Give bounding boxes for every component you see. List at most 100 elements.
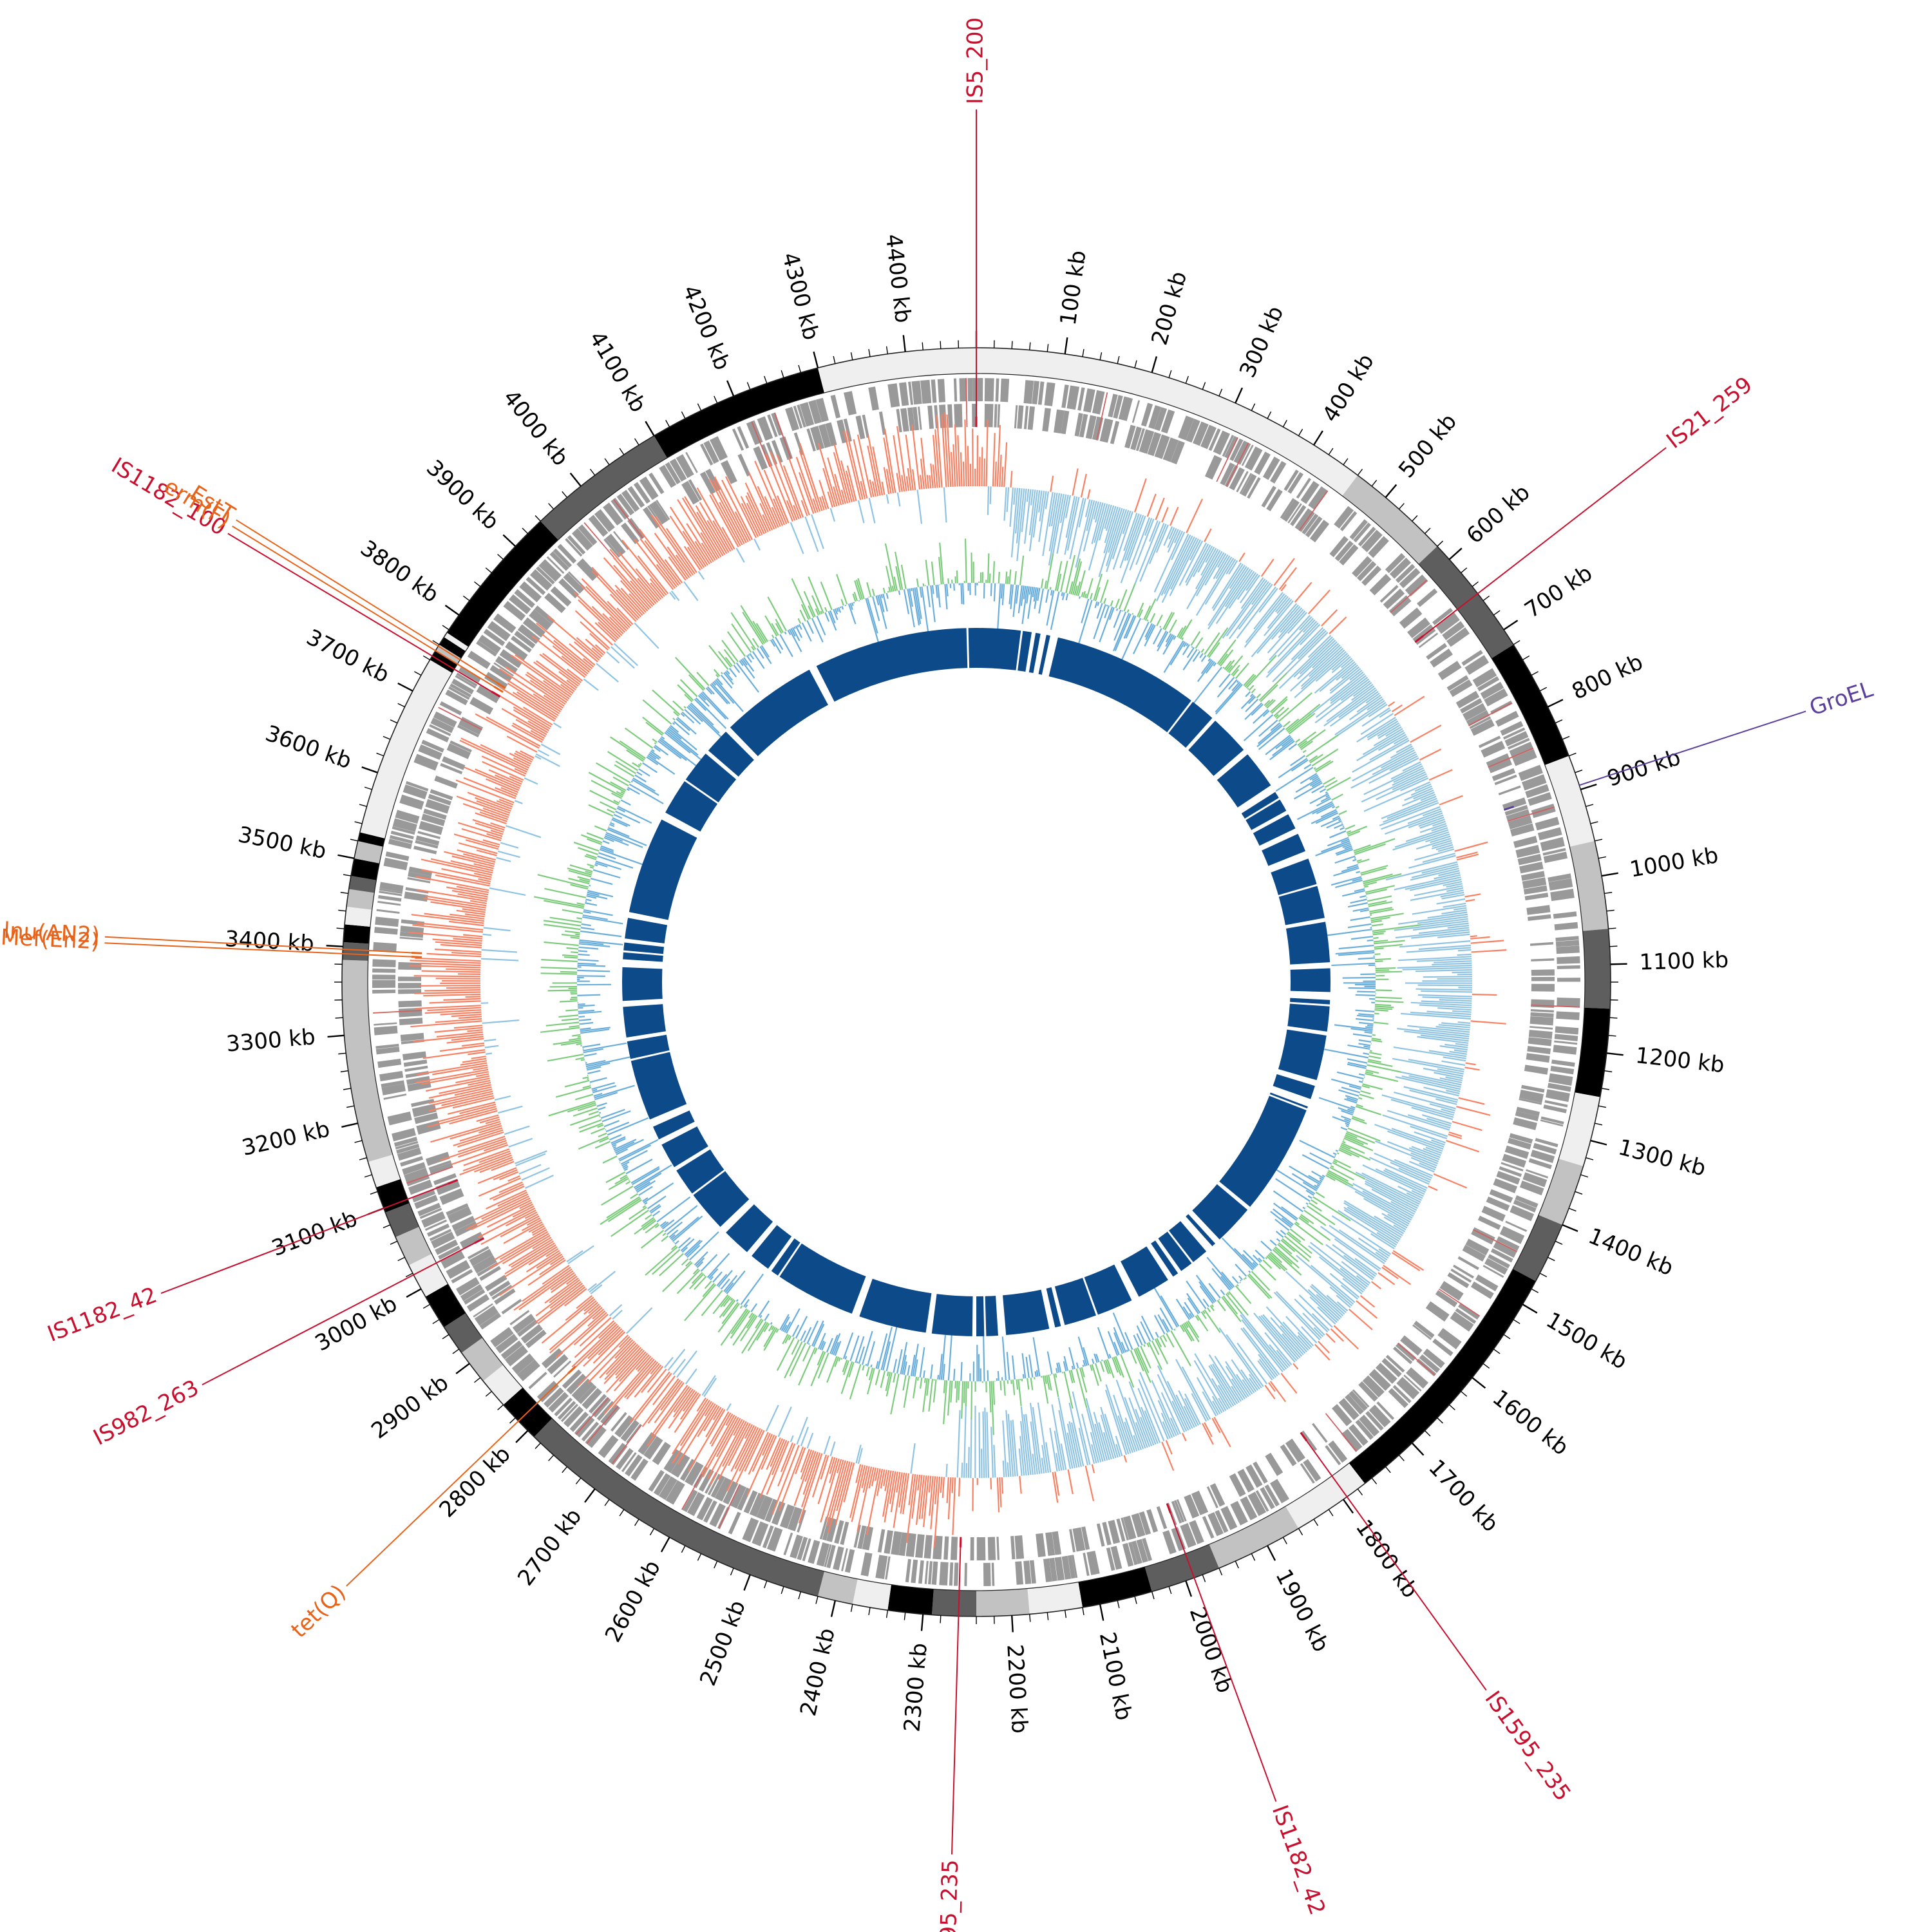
cds-forward	[1477, 676, 1500, 692]
cds-reverse	[1245, 1464, 1263, 1488]
cds-forward	[528, 1372, 547, 1390]
cds-forward	[653, 1473, 671, 1496]
cds-forward	[529, 569, 553, 591]
cds-forward	[1544, 1100, 1568, 1108]
cds-forward	[478, 634, 502, 654]
cds-forward	[466, 1294, 490, 1312]
cds-reverse	[1481, 1206, 1506, 1222]
cds-reverse	[399, 936, 423, 941]
minor-tick	[940, 341, 942, 349]
cds-forward	[1077, 387, 1085, 411]
cds-reverse	[1017, 405, 1024, 429]
cds-reverse	[401, 919, 425, 925]
cds-forward	[771, 412, 783, 436]
contig-segment	[1285, 1463, 1365, 1529]
cds-forward	[797, 404, 806, 428]
minor-tick	[497, 1404, 504, 1410]
cds-reverse	[414, 1112, 439, 1124]
cds-reverse	[1501, 1162, 1524, 1172]
cds-reverse	[522, 617, 546, 638]
cds-reverse	[1395, 1342, 1417, 1361]
cds-reverse	[1229, 1473, 1246, 1497]
cds-reverse	[1385, 1354, 1405, 1373]
cds-forward	[563, 1406, 584, 1428]
cds-reverse	[1309, 520, 1330, 543]
cds-reverse	[398, 976, 422, 981]
cds-reverse	[723, 1481, 739, 1505]
cds-reverse	[1305, 516, 1323, 538]
tick-label: 1600 kb	[1488, 1385, 1573, 1461]
cds-forward	[1043, 1558, 1052, 1582]
inner-ring-gap	[705, 750, 740, 781]
feature-label: tet(Q)	[286, 1580, 351, 1643]
cds-reverse	[1147, 431, 1161, 457]
tick-label: 3000 kb	[311, 1291, 402, 1356]
cds-forward	[374, 1025, 398, 1036]
cds-forward	[1555, 936, 1579, 942]
major-tick	[455, 1363, 470, 1374]
cds-reverse	[511, 636, 532, 653]
cds-reverse	[1110, 421, 1120, 444]
inner-ring-gap	[1275, 1068, 1318, 1086]
cds-reverse	[442, 756, 466, 770]
contig-segment	[385, 1203, 419, 1237]
feature-connector	[346, 1369, 573, 1587]
cds-reverse	[430, 789, 453, 800]
cds-reverse	[1513, 835, 1538, 848]
cds-reverse	[1121, 1517, 1130, 1541]
inner-ring-gap	[1082, 1276, 1099, 1317]
cds-reverse	[1499, 1166, 1522, 1177]
cds-reverse	[400, 925, 424, 934]
feature-marker	[567, 1365, 576, 1374]
contig-segment	[1342, 475, 1437, 564]
cds-forward	[710, 436, 728, 461]
inner-ring-gap	[1244, 797, 1282, 821]
cds-reverse	[434, 775, 458, 789]
cds-reverse	[1462, 1244, 1486, 1262]
cds-forward	[687, 1492, 705, 1517]
rna-gene-mark	[681, 1466, 706, 1510]
cds-reverse	[596, 1401, 615, 1421]
cds-reverse	[1531, 976, 1555, 981]
cds-forward	[1510, 1205, 1535, 1222]
cds-reverse	[408, 866, 433, 876]
cds-reverse	[826, 1518, 838, 1542]
cds-reverse	[1247, 477, 1261, 499]
cds-reverse	[1447, 1272, 1470, 1289]
cds-forward	[1495, 710, 1519, 727]
minor-tick	[1235, 1560, 1239, 1569]
cds-reverse	[1362, 1375, 1385, 1398]
minor-tick	[1493, 610, 1501, 616]
cds-forward	[538, 559, 562, 582]
minor-tick	[422, 1303, 430, 1309]
cds-forward	[633, 482, 650, 504]
cds-reverse	[1184, 1494, 1200, 1519]
cds-reverse	[1054, 409, 1065, 434]
cds-forward	[1472, 668, 1497, 688]
minor-tick	[350, 838, 358, 842]
cds-forward	[1528, 792, 1552, 806]
cds-reverse	[1455, 690, 1480, 708]
cds-forward	[1556, 945, 1580, 954]
cds-forward	[487, 621, 511, 641]
cds-reverse	[840, 1521, 849, 1546]
tick-label: 4400 kb	[880, 232, 916, 324]
cds-reverse	[1418, 632, 1439, 649]
cds-reverse	[469, 697, 494, 715]
cds-forward	[1229, 438, 1244, 461]
cds-forward	[490, 1327, 514, 1348]
cds-forward	[1455, 1308, 1477, 1324]
cds-reverse	[907, 407, 915, 431]
major-tick	[341, 1122, 358, 1128]
minor-tick	[1082, 348, 1084, 357]
tick-label: 3500 kb	[236, 822, 328, 864]
minor-tick	[868, 1607, 871, 1616]
cds-reverse	[1379, 585, 1399, 603]
rna-gene-mark	[1096, 392, 1108, 440]
cds-forward	[387, 1111, 412, 1126]
cds-forward	[374, 1022, 397, 1026]
major-tick	[830, 1600, 836, 1617]
minor-tick	[474, 581, 481, 587]
feature-connector	[951, 1542, 961, 1855]
rna-gene-mark	[751, 421, 771, 468]
